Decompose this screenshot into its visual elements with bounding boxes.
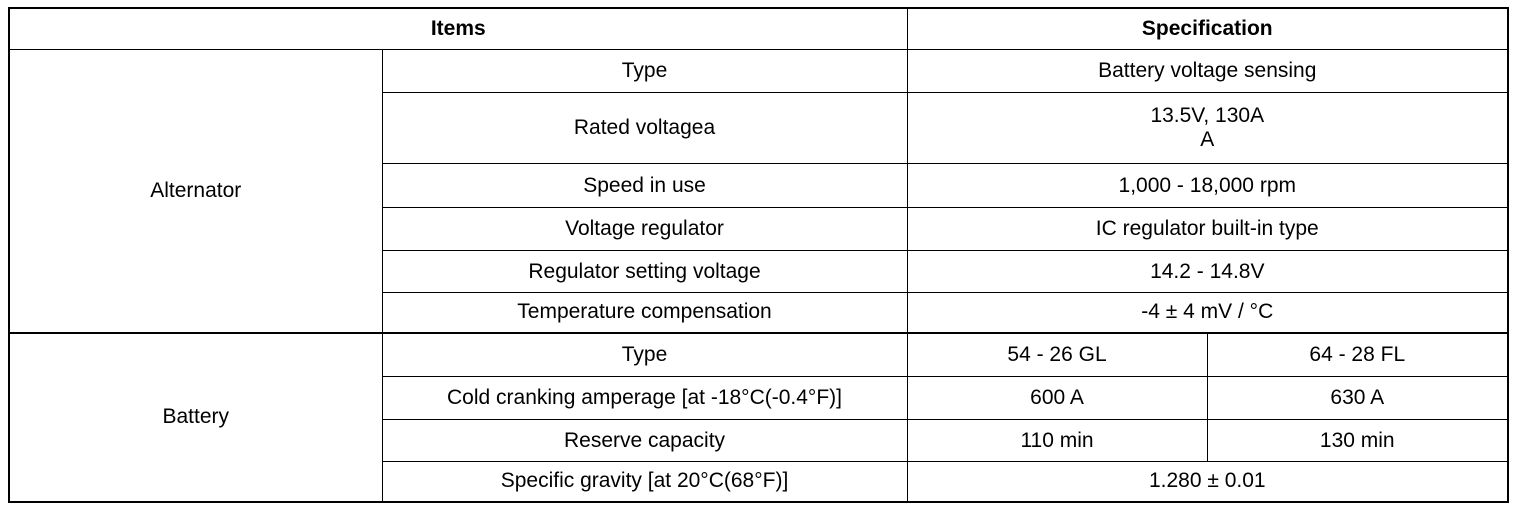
cell: 14.2 - 14.8V (906, 250, 1509, 293)
cell: Battery voltage sensing (906, 49, 1509, 93)
cell: 64 - 28 FL (1206, 331, 1509, 377)
cell: Temperature compensation (381, 292, 908, 333)
cell: Battery (8, 331, 383, 502)
cell: IC regulator built-in type (906, 207, 1509, 251)
header-cell: Items (8, 7, 908, 50)
cell: 130 min (1206, 419, 1509, 462)
table-body: Alternator Type Battery voltage sensing Rat… (8, 49, 1509, 502)
cell: Type (381, 331, 908, 377)
table-row: Rated voltagea 13.5V, 130A A (9, 92, 1509, 164)
cell: 630 A (1206, 376, 1509, 420)
table-row: Voltage regulator IC regulator built-in t… (9, 207, 1509, 251)
cell: -4 ± 4 mV / °C (906, 292, 1509, 333)
cell: 54 - 26 GL (906, 331, 1208, 377)
table-row: Specific gravity [at 20°C(68°F)] 1.280 ± … (9, 461, 1509, 502)
table-row: Speed in use 1,000 - 18,000 rpm (9, 163, 1509, 208)
header-cell: Specification (906, 7, 1509, 50)
cell: 1,000 - 18,000 rpm (906, 163, 1509, 208)
cell: Type (381, 49, 908, 93)
header-row: Items Specification (8, 7, 1509, 50)
cell: Cold cranking amperage [at -18°C(-0.4°F)… (381, 376, 908, 420)
table-row: Alternator Type Battery voltage sensing (8, 49, 1509, 333)
table-row: Battery Type 54 - 26 GL 64 - 28 FL (8, 331, 1509, 502)
cell: 600 A (906, 376, 1208, 420)
cell: 13.5V, 130A A (906, 92, 1509, 164)
cell: Speed in use (381, 163, 908, 208)
cell: Voltage regulator (381, 207, 908, 251)
cell: 1.280 ± 0.01 (906, 461, 1509, 502)
cell: Regulator setting voltage (381, 250, 908, 293)
cell: Specific gravity [at 20°C(68°F)] (381, 461, 908, 502)
table-row: Cold cranking amperage [at -18°C(-0.4°F)… (9, 376, 1509, 420)
table-row: Temperature compensation -4 ± 4 mV / °C (9, 292, 1509, 333)
cell: Alternator (8, 49, 383, 333)
cell: Rated voltagea (381, 92, 908, 164)
cell: Reserve capacity (381, 419, 908, 462)
table-row: Reserve capacity 110 min 130 min (9, 419, 1509, 462)
spec-table: Items Specification Alternator Type Batter… (8, 7, 1510, 503)
cell: 110 min (906, 419, 1208, 462)
table-row: Regulator setting voltage 14.2 - 14.8V (9, 250, 1509, 293)
